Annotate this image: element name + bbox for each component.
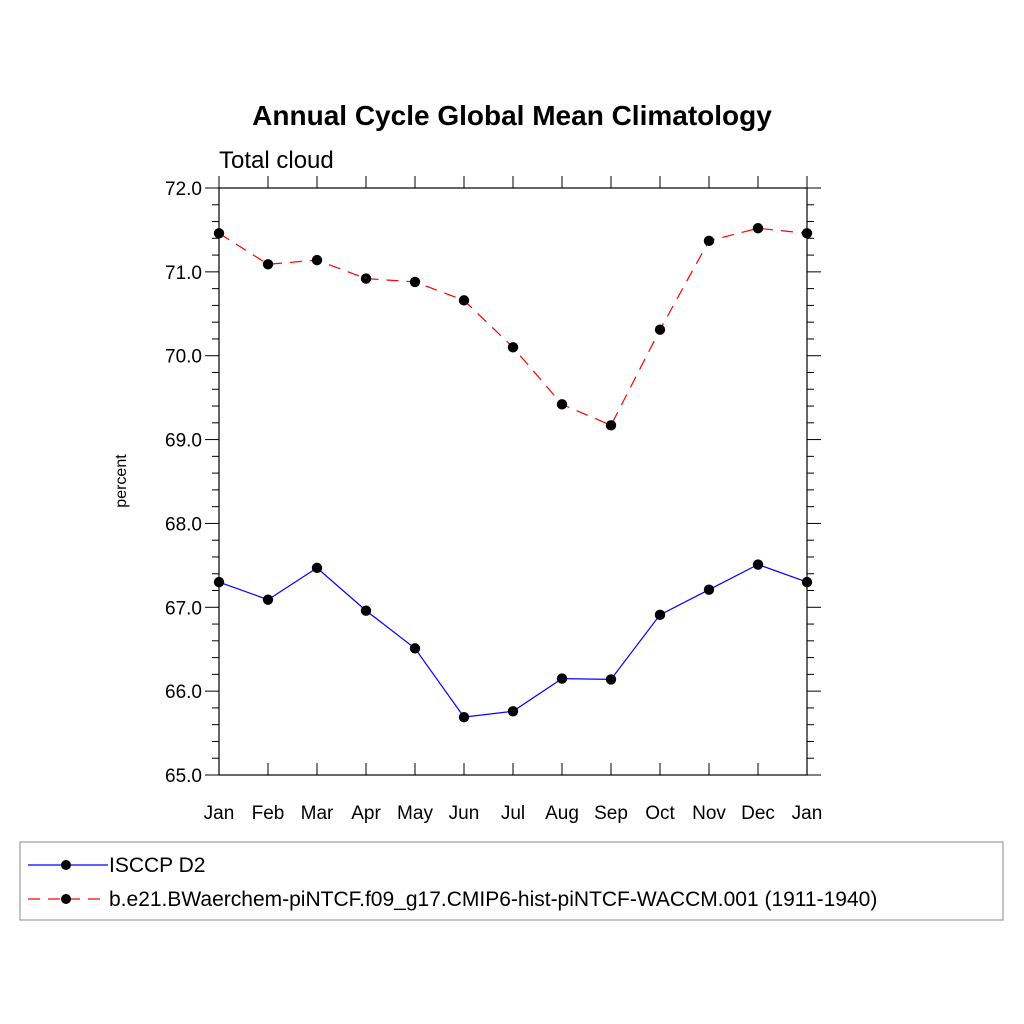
x-tick-label: Feb (252, 803, 285, 824)
x-tick-labels: Jan Feb Mar Apr May Jun Jul Aug Sep Oct Nov Dec Jan (204, 803, 823, 824)
data-point-series-1 (605, 420, 617, 431)
chart-subtitle: Total cloud (219, 147, 334, 174)
legend-label-model: b.e21.BWaerchem-piNTCF.f09_g17.CMIP6-his… (109, 888, 877, 911)
legend-marker-model (61, 894, 71, 904)
series-markers (213, 223, 813, 723)
y-tick-label: 65.0 (165, 766, 202, 787)
y-tick-labels: 65.0 66.0 67.0 68.0 69.0 70.0 71.0 72.0 (165, 179, 202, 787)
y-tick-label: 69.0 (165, 431, 202, 452)
data-point-series-0 (507, 706, 519, 717)
x-tick-label: Dec (741, 803, 775, 824)
data-point-series-0 (458, 711, 470, 723)
y-tick-label: 68.0 (165, 514, 202, 535)
x-tick-label: Jun (449, 803, 480, 824)
y-tick-label: 67.0 (165, 598, 202, 619)
data-point-series-1 (311, 254, 323, 266)
data-point-series-0 (409, 643, 421, 654)
data-point-series-1 (752, 223, 764, 234)
x-tick-label: Sep (594, 803, 628, 824)
x-tick-label: Apr (351, 803, 381, 824)
axis-ticks (205, 176, 821, 776)
data-point-series-1 (409, 276, 421, 288)
data-point-series-1 (654, 324, 666, 335)
data-point-series-1 (507, 342, 519, 353)
data-point-series-1 (703, 235, 715, 247)
series-line-1 (218, 227, 808, 427)
data-point-series-0 (360, 605, 372, 616)
data-point-series-1 (360, 273, 372, 284)
data-point-series-0 (752, 559, 764, 570)
x-tick-label: Oct (645, 803, 675, 824)
x-tick-label: Nov (692, 803, 726, 824)
legend-label-isccp: ISCCP D2 (109, 854, 205, 877)
x-tick-label: Jan (204, 803, 235, 824)
y-tick-label: 66.0 (165, 682, 202, 703)
data-point-series-1 (556, 399, 568, 410)
data-point-series-0 (605, 674, 617, 685)
series-line-0 (218, 563, 808, 718)
data-point-series-0 (556, 673, 568, 684)
x-tick-label: Jan (792, 803, 823, 824)
x-tick-label: Aug (545, 803, 579, 824)
data-point-series-1 (458, 295, 470, 306)
y-axis-label: percent (113, 454, 130, 508)
y-tick-label: 72.0 (165, 179, 202, 200)
plot-frame (218, 187, 808, 776)
x-tick-label: May (397, 803, 433, 824)
data-point-series-0 (703, 584, 715, 595)
legend-box (19, 841, 1004, 921)
x-tick-label: Mar (301, 803, 334, 824)
data-point-series-0 (654, 609, 666, 621)
x-tick-label: Jul (501, 803, 525, 824)
data-point-series-0 (311, 562, 323, 574)
data-point-series-1 (262, 259, 274, 270)
chart-title: Annual Cycle Global Mean Climatology (252, 100, 772, 131)
legend-marker-isccp (61, 860, 71, 870)
legend: ISCCP D2 b.e21.BWaerchem-piNTCF.f09_g17.… (19, 841, 1004, 921)
y-tick-label: 70.0 (165, 347, 202, 368)
series-lines (218, 227, 808, 718)
data-point-series-0 (262, 594, 274, 605)
y-tick-label: 71.0 (165, 263, 202, 284)
